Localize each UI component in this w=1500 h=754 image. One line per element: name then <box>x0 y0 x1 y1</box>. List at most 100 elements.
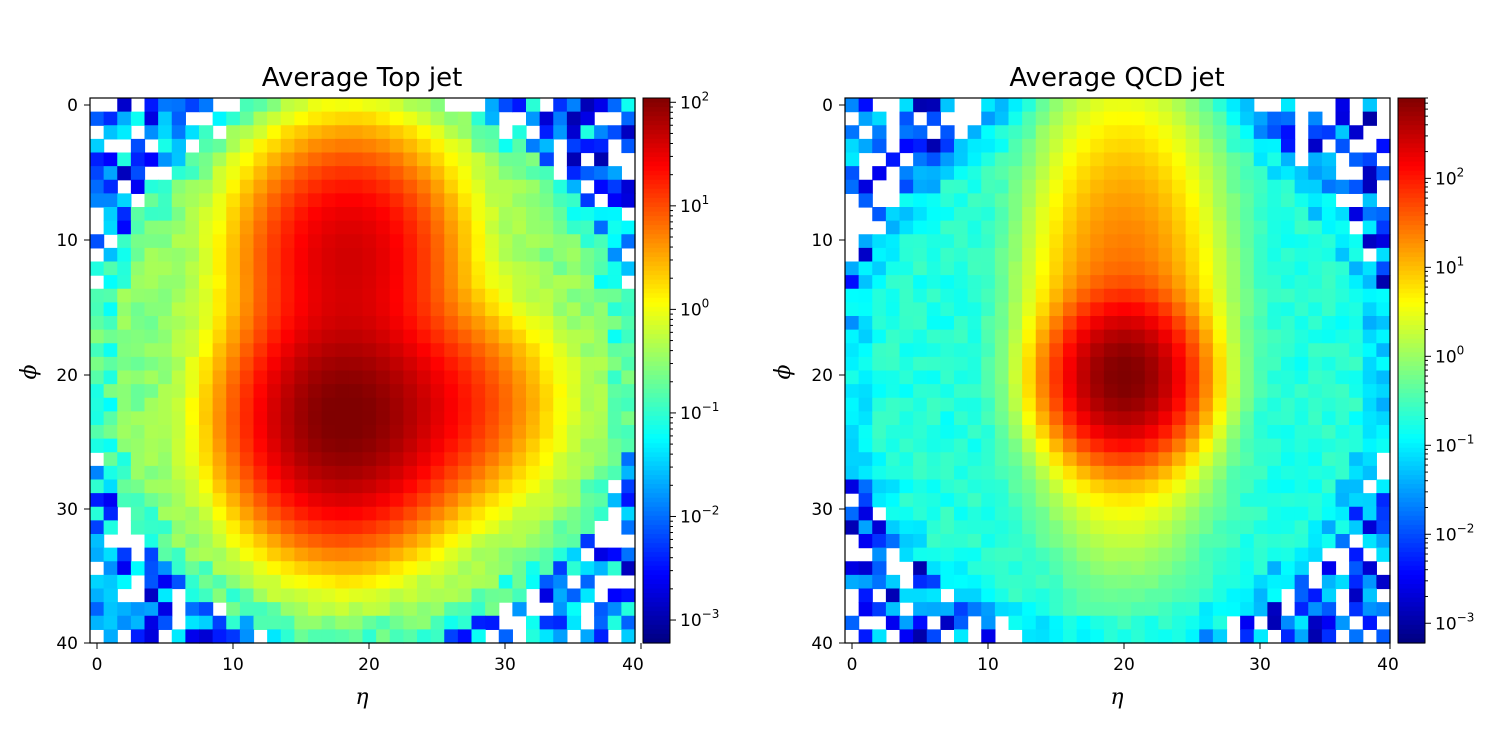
heatmap-cell <box>457 125 473 140</box>
heatmap-cell <box>526 220 541 235</box>
heatmap-cell <box>362 329 377 344</box>
heatmap-cell <box>403 247 418 263</box>
heatmap-cell <box>1294 411 1309 426</box>
colorbar-swatch <box>1398 261 1425 267</box>
heatmap-cell <box>566 534 582 549</box>
heatmap-cell <box>553 452 568 467</box>
colorbar-swatch <box>1398 175 1425 181</box>
colorbar-swatch <box>643 438 670 444</box>
colorbar-swatch <box>1398 384 1425 390</box>
heatmap-cell <box>1294 465 1309 481</box>
heatmap-cell <box>403 438 418 453</box>
heatmap-cell <box>471 425 486 440</box>
heatmap-cell <box>321 574 336 590</box>
heatmap-cell <box>457 234 473 249</box>
heatmap-cell <box>1035 166 1050 181</box>
heatmap-cell <box>212 629 227 644</box>
heatmap-cell <box>1117 152 1132 167</box>
heatmap-cell <box>1253 452 1268 467</box>
heatmap-cell <box>858 261 873 276</box>
heatmap-cell <box>539 179 554 194</box>
heatmap-cell <box>1022 179 1037 194</box>
heatmap-cell <box>1253 438 1268 453</box>
heatmap-cell <box>1022 329 1037 344</box>
heatmap-cell <box>1117 438 1132 453</box>
heatmap-cell <box>1063 438 1078 453</box>
heatmap-cell <box>185 152 200 167</box>
heatmap-cell <box>280 493 295 508</box>
heatmap-cell <box>253 574 268 590</box>
heatmap-cell <box>226 179 241 194</box>
heatmap-cell <box>103 561 118 576</box>
heatmap-cell <box>940 152 955 167</box>
colorbar-swatch <box>643 261 670 267</box>
x-axis-label: η <box>1110 685 1123 710</box>
heatmap-cell <box>1199 98 1214 113</box>
heatmap-cell <box>239 397 255 412</box>
heatmap-cell <box>348 166 364 181</box>
heatmap-cell <box>1035 370 1050 385</box>
heatmap-cell <box>485 479 500 494</box>
heatmap-cell <box>457 152 473 167</box>
heatmap-cell <box>430 125 445 140</box>
heatmap-cell <box>885 588 901 603</box>
heatmap-cell <box>1240 343 1255 358</box>
heatmap-cell <box>185 166 200 181</box>
heatmap-cell <box>553 98 568 113</box>
heatmap-cell <box>103 411 118 426</box>
heatmap-cell <box>1008 520 1023 535</box>
colorbar-swatch <box>643 384 670 390</box>
colorbar-swatch <box>1398 425 1425 431</box>
heatmap-cell <box>1172 534 1187 549</box>
heatmap-cell <box>845 479 860 494</box>
heatmap-cell <box>117 438 132 453</box>
heatmap-cell <box>1253 411 1268 426</box>
heatmap-cell <box>1103 234 1119 249</box>
heatmap-cell <box>981 288 996 303</box>
heatmap-cell <box>621 98 636 113</box>
heatmap-cell <box>1172 111 1187 126</box>
heatmap-cell <box>239 247 255 263</box>
heatmap-cell <box>967 125 982 140</box>
heatmap-cell <box>144 98 159 113</box>
heatmap-cell <box>1267 547 1282 562</box>
heatmap-cell <box>1212 152 1228 167</box>
heatmap-cell <box>280 261 295 276</box>
heatmap-cell <box>1035 561 1050 576</box>
heatmap-cell <box>90 615 105 630</box>
heatmap-cell <box>239 152 255 167</box>
heatmap-cell <box>103 397 118 412</box>
heatmap-cell <box>130 316 146 331</box>
heatmap-cell <box>335 275 350 290</box>
heatmap-cell <box>1199 152 1214 167</box>
heatmap-cell <box>158 397 173 412</box>
heatmap-cell <box>280 179 295 194</box>
heatmap-cell <box>1144 302 1159 317</box>
x-tick-label: 10 <box>977 655 999 675</box>
heatmap-cell <box>1281 329 1296 344</box>
heatmap-cell <box>267 411 282 426</box>
chart-title: Average QCD jet <box>1009 63 1224 93</box>
heatmap-cell <box>308 493 323 508</box>
heatmap-cell <box>1253 247 1268 263</box>
heatmap-cell <box>981 247 996 263</box>
colorbar-swatch <box>1398 211 1425 217</box>
heatmap-cell <box>1103 288 1119 303</box>
colorbar-swatch <box>1398 606 1425 612</box>
heatmap-cell <box>103 602 118 617</box>
heatmap-cell <box>1022 370 1037 385</box>
heatmap-cell <box>1144 465 1159 481</box>
heatmap-cell <box>117 493 132 508</box>
heatmap-cell <box>389 465 404 481</box>
heatmap-cell <box>512 520 527 535</box>
heatmap-cell <box>1076 288 1091 303</box>
heatmap-cell <box>103 125 118 140</box>
heatmap-cell <box>335 425 350 440</box>
heatmap-cell <box>1158 275 1173 290</box>
heatmap-cell <box>226 452 241 467</box>
heatmap-cell <box>389 506 404 521</box>
heatmap-cell <box>294 397 309 412</box>
heatmap-cell <box>885 479 901 494</box>
heatmap-cell <box>199 520 214 535</box>
heatmap-cell <box>389 125 404 140</box>
